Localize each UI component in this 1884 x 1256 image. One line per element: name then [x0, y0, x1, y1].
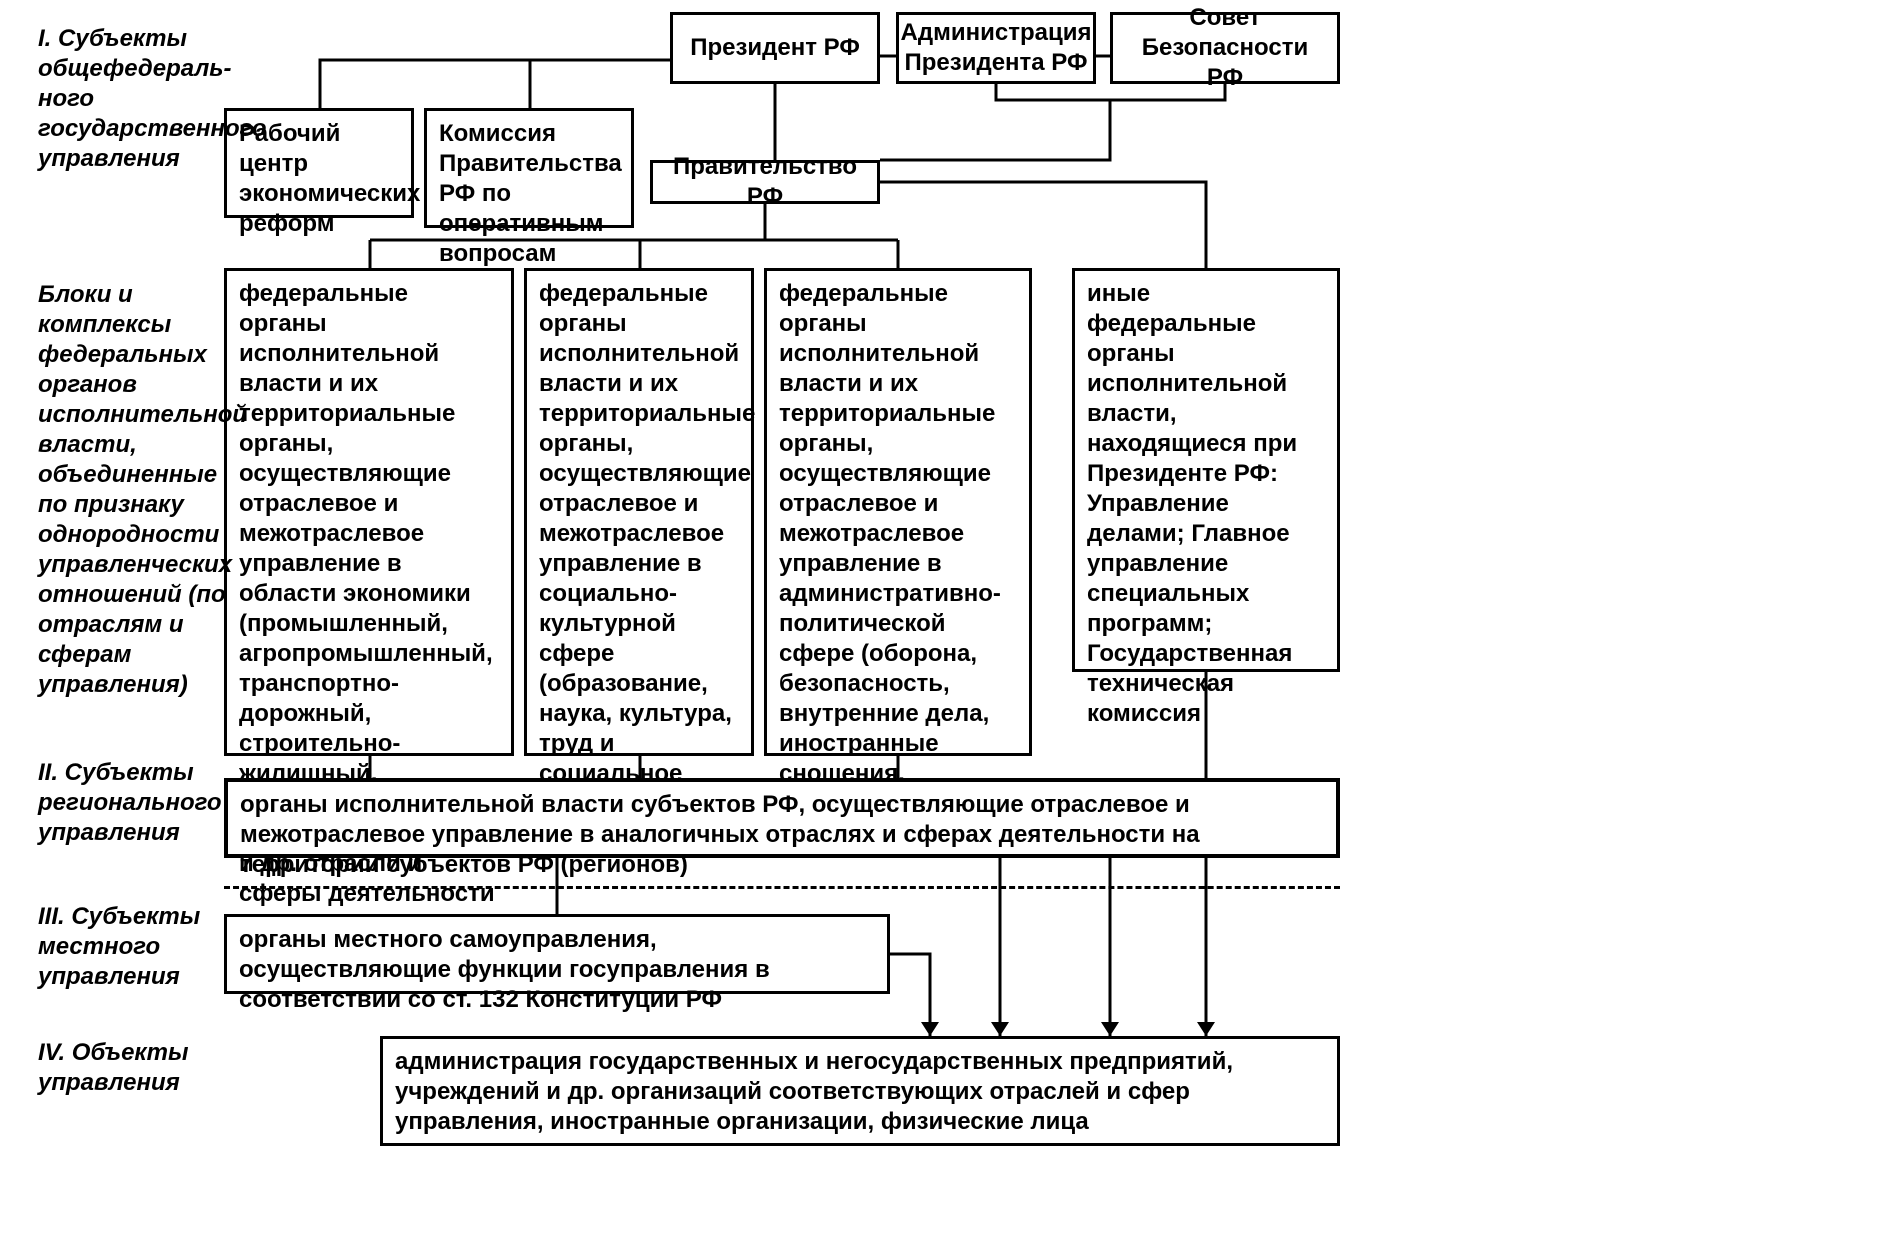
node-regional: органы исполнительной власти субъектов Р… [224, 778, 1340, 858]
node-block_econ: федеральные органы исполнительной власти… [224, 268, 514, 756]
node-block_other: иные федеральные органы исполнитель­ной … [1072, 268, 1340, 672]
node-admin_pres: Администрация Президента РФ [896, 12, 1096, 84]
section-label-sec2: II. Субъекты регионального управления [38, 758, 238, 848]
section-label-sec3: III. Субъекты местного управления [38, 902, 238, 992]
node-komissia: Комиссия Правительства РФ по оперативным… [424, 108, 634, 228]
node-gov_rf: Правительство РФ [650, 160, 880, 204]
section-label-sec1: I. Субъекты общефедераль­ного государств… [38, 24, 238, 174]
node-president: Президент РФ [670, 12, 880, 84]
diagram-stage: Президент РФАдминистрация Президента РФС… [0, 0, 1884, 1256]
node-block_soc: федеральные органы исполнительной власти… [524, 268, 754, 756]
node-objects: администрация государственных и негосуда… [380, 1036, 1340, 1146]
node-local: органы местного самоуправления, осуществ… [224, 914, 890, 994]
section-label-sec4: IV. Объекты управления [38, 1038, 238, 1098]
section-label-sec_blocks: Блоки и комплексы федеральных органов ис… [38, 280, 238, 700]
node-sec_council: Совет Безопасности РФ [1110, 12, 1340, 84]
node-block_admin: федеральные органы исполнительной власти… [764, 268, 1032, 756]
